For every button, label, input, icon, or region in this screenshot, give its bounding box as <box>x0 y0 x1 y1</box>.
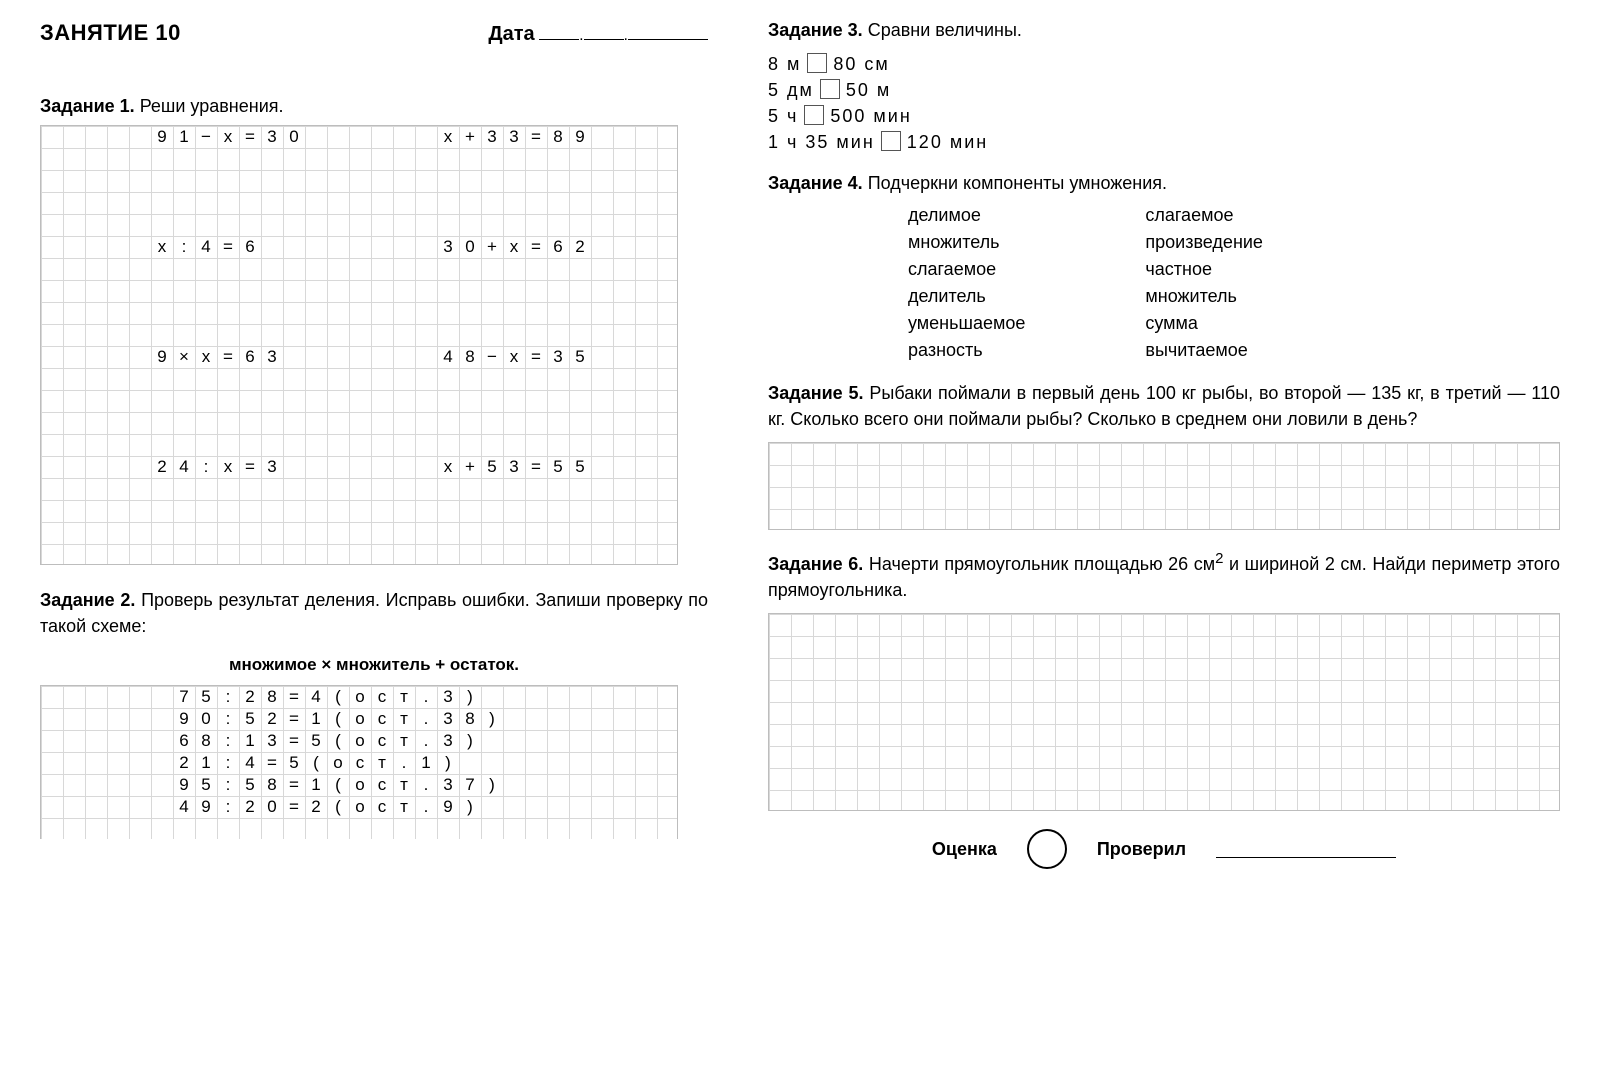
task2-grid[interactable]: 75:28=4(ост.3)90:52=1(ост.38)68:13=5(ост… <box>40 685 678 839</box>
task5-text: Рыбаки поймали в первый день 100 кг рыбы… <box>768 383 1560 429</box>
task2-title: Задание 2. Проверь результат деления. Ис… <box>40 587 708 639</box>
task2-text: Проверь результат деления. Исправь ошибк… <box>40 590 708 636</box>
grid-text: 49:20=2(ост.9) <box>173 796 481 818</box>
date-blank-year[interactable] <box>628 24 708 40</box>
grid-text: x+33=89 <box>437 126 591 148</box>
word-item: множитель <box>908 229 1025 256</box>
word-item: частное <box>1145 256 1263 283</box>
cmp-right: 500 мин <box>830 106 911 126</box>
footer: Оценка Проверил <box>768 829 1560 869</box>
header: ЗАНЯТИЕ 10 Дата .. <box>40 20 708 46</box>
grid-text: x+53=55 <box>437 456 591 478</box>
grid-text: 95:58=1(ост.37) <box>173 774 503 796</box>
task6-block: Задание 6. Начерти прямоугольник площадь… <box>768 548 1560 603</box>
task1-title: Задание 1. Реши уравнения. <box>40 96 708 117</box>
grid-text: 75:28=4(ост.3) <box>173 686 481 708</box>
word-item: уменьшаемое <box>908 310 1025 337</box>
grid-text: x:4=6 <box>151 236 261 258</box>
comparison-row: 8 м 80 см <box>768 53 1560 75</box>
word-item: сумма <box>1145 310 1263 337</box>
worksheet-page: ЗАНЯТИЕ 10 Дата .. Задание 1. Реши уравн… <box>0 0 1600 1067</box>
task1-grid[interactable]: 91−x=30 x+33=89 x:4=6 30+x=62 9×x=63 48−x=35 2… <box>40 125 678 565</box>
cmp-left: 1 ч 35 мин <box>768 132 875 152</box>
task4-col1: делимоемножительслагаемоеделительуменьша… <box>908 202 1025 364</box>
grid-text: 21:4=5(ост.1) <box>173 752 459 774</box>
task6-grid[interactable] <box>768 613 1560 811</box>
cmp-right: 120 мин <box>907 132 988 152</box>
grade-label: Оценка <box>932 839 997 860</box>
left-column: ЗАНЯТИЕ 10 Дата .. Задание 1. Реши уравн… <box>40 20 708 1057</box>
comparison-row: 1 ч 35 мин 120 мин <box>768 131 1560 153</box>
cmp-box[interactable] <box>804 105 824 125</box>
grid-text: 24:x=3 <box>151 456 283 478</box>
task1-text: Реши уравнения. <box>140 96 284 116</box>
cmp-box[interactable] <box>807 53 827 73</box>
task2-formula: множимое × множитель + остаток. <box>40 655 708 675</box>
date-label: Дата <box>488 23 534 45</box>
task1-label: Задание 1. <box>40 96 135 116</box>
word-item: делимое <box>908 202 1025 229</box>
right-column: Задание 3. Сравни величины. 8 м 80 см 5 дм… <box>768 20 1560 1057</box>
task5-grid[interactable] <box>768 442 1560 530</box>
task4-text: Подчеркни компоненты умножения. <box>868 173 1167 193</box>
word-item: произведение <box>1145 229 1263 256</box>
word-item: множитель <box>1145 283 1263 310</box>
date-blank-day[interactable] <box>539 24 579 40</box>
cmp-right: 80 см <box>833 54 889 74</box>
cmp-box[interactable] <box>881 131 901 151</box>
grade-circle[interactable] <box>1027 829 1067 869</box>
task6-text-pre: Начерти прямоугольник площадью 26 см <box>869 554 1215 574</box>
cmp-box[interactable] <box>820 79 840 99</box>
grid-text: 48−x=35 <box>437 346 591 368</box>
cmp-left: 8 м <box>768 54 801 74</box>
date-field: Дата .. <box>488 23 708 46</box>
cmp-left: 5 дм <box>768 80 814 100</box>
comparison-row: 5 ч 500 мин <box>768 105 1560 127</box>
task4-words: делимоемножительслагаемоеделительуменьша… <box>768 202 1560 364</box>
grid-text: 91−x=30 <box>151 126 305 148</box>
word-item: слагаемое <box>908 256 1025 283</box>
grid-text: 9×x=63 <box>151 346 283 368</box>
task3-label: Задание 3. <box>768 20 863 40</box>
checked-blank[interactable] <box>1216 840 1396 858</box>
task5-label: Задание 5. <box>768 383 864 403</box>
grid-text: 90:52=1(ост.38) <box>173 708 503 730</box>
task3-text: Сравни величины. <box>868 20 1022 40</box>
task6-label: Задание 6. <box>768 554 863 574</box>
task4-title: Задание 4. Подчеркни компоненты умножени… <box>768 173 1560 194</box>
word-item: вычитаемое <box>1145 337 1263 364</box>
task5-block: Задание 5. Рыбаки поймали в первый день … <box>768 380 1560 432</box>
task3-title: Задание 3. Сравни величины. <box>768 20 1560 41</box>
word-item: разность <box>908 337 1025 364</box>
task2-label: Задание 2. <box>40 590 135 610</box>
grid-text: 68:13=5(ост.3) <box>173 730 481 752</box>
date-blank-month[interactable] <box>584 24 624 40</box>
cmp-right: 50 м <box>846 80 891 100</box>
word-item: слагаемое <box>1145 202 1263 229</box>
grid-text: 30+x=62 <box>437 236 591 258</box>
task4-label: Задание 4. <box>768 173 863 193</box>
lesson-title: ЗАНЯТИЕ 10 <box>40 20 181 46</box>
cmp-left: 5 ч <box>768 106 798 126</box>
comparison-row: 5 дм 50 м <box>768 79 1560 101</box>
task3-comparisons: 8 м 80 см 5 дм 50 м 5 ч 500 мин 1 ч 35 мин 120 … <box>768 49 1560 157</box>
checked-label: Проверил <box>1097 839 1186 860</box>
word-item: делитель <box>908 283 1025 310</box>
task4-col2: слагаемоепроизведениечастноемножительсум… <box>1145 202 1263 364</box>
